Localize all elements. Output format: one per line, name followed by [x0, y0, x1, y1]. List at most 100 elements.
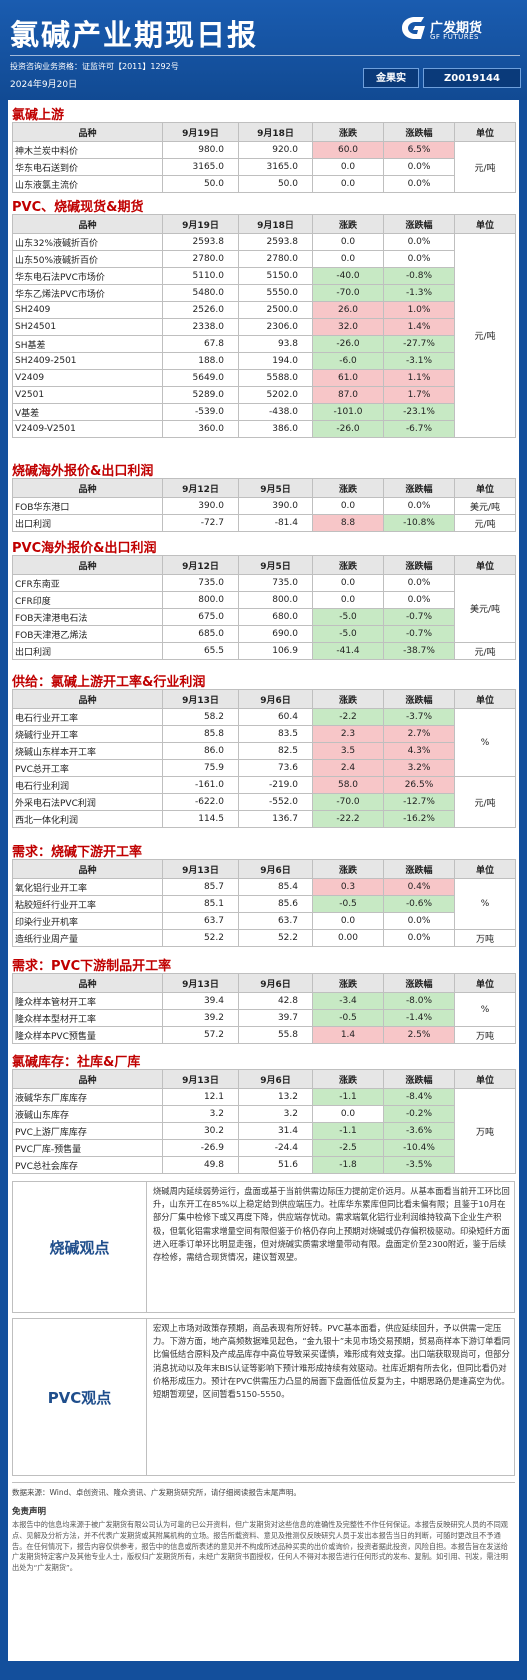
report-title: 氯碱产业期现日报	[10, 18, 259, 52]
license-text: 投资咨询业务资格：证监许可【2011】1292号	[10, 62, 179, 71]
change-pct-cell: 26.5%	[383, 776, 455, 794]
table-row: 印染行业开机率 63.7 63.7 0.0 0.0%	[12, 912, 516, 930]
table-row: SH2409 2526.0 2500.0 26.0 1.0%	[12, 301, 516, 319]
prev-value-cell: 42.8	[238, 992, 313, 1010]
change-pct-cell: -8.0%	[383, 992, 455, 1010]
current-value-cell: 30.2	[162, 1122, 239, 1140]
variety-cell: V2501	[12, 386, 163, 404]
table-row: V2409 5649.0 5588.0 61.0 1.1%	[12, 369, 516, 387]
current-value-cell: 57.2	[162, 1026, 239, 1044]
change-pct-cell: -1.3%	[383, 284, 455, 302]
section-title: 需求：烧碱下游开工率	[12, 845, 143, 860]
table-row: 电石行业利润 -161.0 -219.0 58.0 26.5% 元/吨	[12, 776, 516, 828]
variety-cell: 电石行业开工率	[12, 708, 163, 726]
prev-value-cell: 2780.0	[238, 250, 313, 268]
change-pct-cell: -0.7%	[383, 608, 455, 626]
logo-text-cn: 广发期货	[430, 21, 483, 36]
prev-value-cell: 136.7	[238, 810, 313, 828]
change-cell: -5.0	[312, 608, 384, 626]
table-header-row: 品种 9月13日 9月6日 涨跌 涨跌幅 单位	[12, 973, 516, 993]
current-value-cell: -622.0	[162, 793, 239, 811]
prev-value-cell: 5550.0	[238, 284, 313, 302]
current-value-cell: 5649.0	[162, 369, 239, 387]
current-value-cell: 3165.0	[162, 158, 239, 176]
prev-value-cell: 386.0	[238, 420, 313, 438]
change-cell: -70.0	[312, 793, 384, 811]
table-row: 隆众样本型材开工率 39.2 39.7 -0.5 -1.4%	[12, 1009, 516, 1027]
header-date-current: 9月13日	[162, 689, 239, 709]
table-row: SH基差 67.8 93.8 -26.0 -27.7%	[12, 335, 516, 353]
header-date-current: 9月13日	[162, 1069, 239, 1089]
change-cell: 3.5	[312, 742, 384, 760]
change-cell: -1.8	[312, 1156, 384, 1174]
prev-value-cell: 85.4	[238, 878, 313, 896]
current-value-cell: 5110.0	[162, 267, 239, 285]
change-pct-cell: -0.2%	[383, 1105, 455, 1123]
unit-cell: %	[454, 878, 516, 930]
variety-cell: V2409	[12, 369, 163, 387]
prev-value-cell: 3.2	[238, 1105, 313, 1123]
table-row: PVC上游厂库库存 30.2 31.4 -1.1 -3.6%	[12, 1122, 516, 1140]
prev-value-cell: 3165.0	[238, 158, 313, 176]
unit-cell: %	[454, 992, 516, 1027]
header-date-prev: 9月18日	[238, 122, 313, 142]
variety-cell: FOB华东港口	[12, 497, 163, 515]
table-row: 电石行业开工率 58.2 60.4 -2.2 -3.7%%	[12, 708, 516, 777]
current-value-cell: -539.0	[162, 403, 239, 421]
change-cell: 87.0	[312, 386, 384, 404]
header-change-pct: 涨跌幅	[383, 689, 455, 709]
view-label: PVC观点	[13, 1319, 147, 1475]
view-box: 烧碱观点 烧碱周内延续弱势运行，盘面或基于当前供需边际压力提前定价远月。从基本面看…	[12, 1181, 515, 1313]
variety-cell: 隆众样本管材开工率	[12, 992, 163, 1010]
prev-value-cell: 39.7	[238, 1009, 313, 1027]
change-cell: -5.0	[312, 625, 384, 643]
change-cell: 0.0	[312, 158, 384, 176]
header-change-pct: 涨跌幅	[383, 122, 455, 142]
table-row: 山东32%液碱折百价 2593.8 2593.8 0.0 0.0% 元/吨	[12, 233, 516, 438]
change-pct-cell: 0.0%	[383, 929, 455, 947]
prev-value-cell: 920.0	[238, 141, 313, 159]
header-change: 涨跌	[312, 555, 384, 575]
prev-value-cell: 93.8	[238, 335, 313, 353]
table-row: 隆众样本管材开工率 39.4 42.8 -3.4 -8.0%%	[12, 992, 516, 1027]
table-row: 出口利润 -72.7 -81.4 8.8 -10.8% 元/吨	[12, 514, 516, 532]
current-value-cell: 3.2	[162, 1105, 239, 1123]
current-value-cell: 735.0	[162, 574, 239, 592]
current-value-cell: 65.5	[162, 642, 239, 660]
table-row: V基差 -539.0 -438.0 -101.0 -23.1%	[12, 403, 516, 421]
table-header-row: 品种 9月13日 9月6日 涨跌 涨跌幅 单位	[12, 689, 516, 709]
current-value-cell: 49.8	[162, 1156, 239, 1174]
data-table: 品种 9月19日 9月18日 涨跌 涨跌幅 单位 山东32%液碱折百价 2593.8 2593.…	[12, 214, 516, 438]
current-value-cell: 2338.0	[162, 318, 239, 336]
prev-value-cell: 390.0	[238, 497, 313, 515]
change-pct-cell: 1.1%	[383, 369, 455, 387]
prev-value-cell: 106.9	[238, 642, 313, 660]
variety-cell: 出口利润	[12, 514, 163, 532]
table-row: 烧碱行业开工率 85.8 83.5 2.3 2.7%	[12, 725, 516, 743]
current-value-cell: 86.0	[162, 742, 239, 760]
table-row: 神木兰炭中料价 980.0 920.0 60.0 6.5% 元/吨	[12, 141, 516, 193]
change-pct-cell: 0.4%	[383, 878, 455, 896]
data-table: 品种 9月13日 9月6日 涨跌 涨跌幅 单位 隆众样本管材开工率 39.4 42.8 -3.4-…	[12, 973, 516, 1044]
table-row: 华东电石送到价 3165.0 3165.0 0.0 0.0%	[12, 158, 516, 176]
unit-cell: 元/吨	[454, 642, 516, 660]
variety-cell: SH2409-2501	[12, 352, 163, 370]
variety-cell: CFR印度	[12, 591, 163, 609]
current-value-cell: 50.0	[162, 175, 239, 193]
header-unit: 单位	[454, 122, 516, 142]
header-unit: 单位	[454, 555, 516, 575]
change-pct-cell: -16.2%	[383, 810, 455, 828]
prev-value-cell: 800.0	[238, 591, 313, 609]
header-unit: 单位	[454, 478, 516, 498]
table-header-row: 品种 9月13日 9月6日 涨跌 涨跌幅 单位	[12, 859, 516, 879]
current-value-cell: 12.1	[162, 1088, 239, 1106]
table-row: 华东乙烯法PVC市场价 5480.0 5550.0 -70.0 -1.3%	[12, 284, 516, 302]
current-value-cell: 39.2	[162, 1009, 239, 1027]
current-value-cell: 188.0	[162, 352, 239, 370]
header-variety: 品种	[12, 478, 163, 498]
change-pct-cell: -6.7%	[383, 420, 455, 438]
company-logo: 广发期货 GF FUTURES	[400, 16, 520, 46]
data-source: 数据来源：Wind、卓创资讯、隆众资讯、广发期货研究所，请仔细阅读报告末尾声明。	[12, 1482, 515, 1498]
table-row: V2501 5289.0 5202.0 87.0 1.7%	[12, 386, 516, 404]
current-value-cell: 2526.0	[162, 301, 239, 319]
